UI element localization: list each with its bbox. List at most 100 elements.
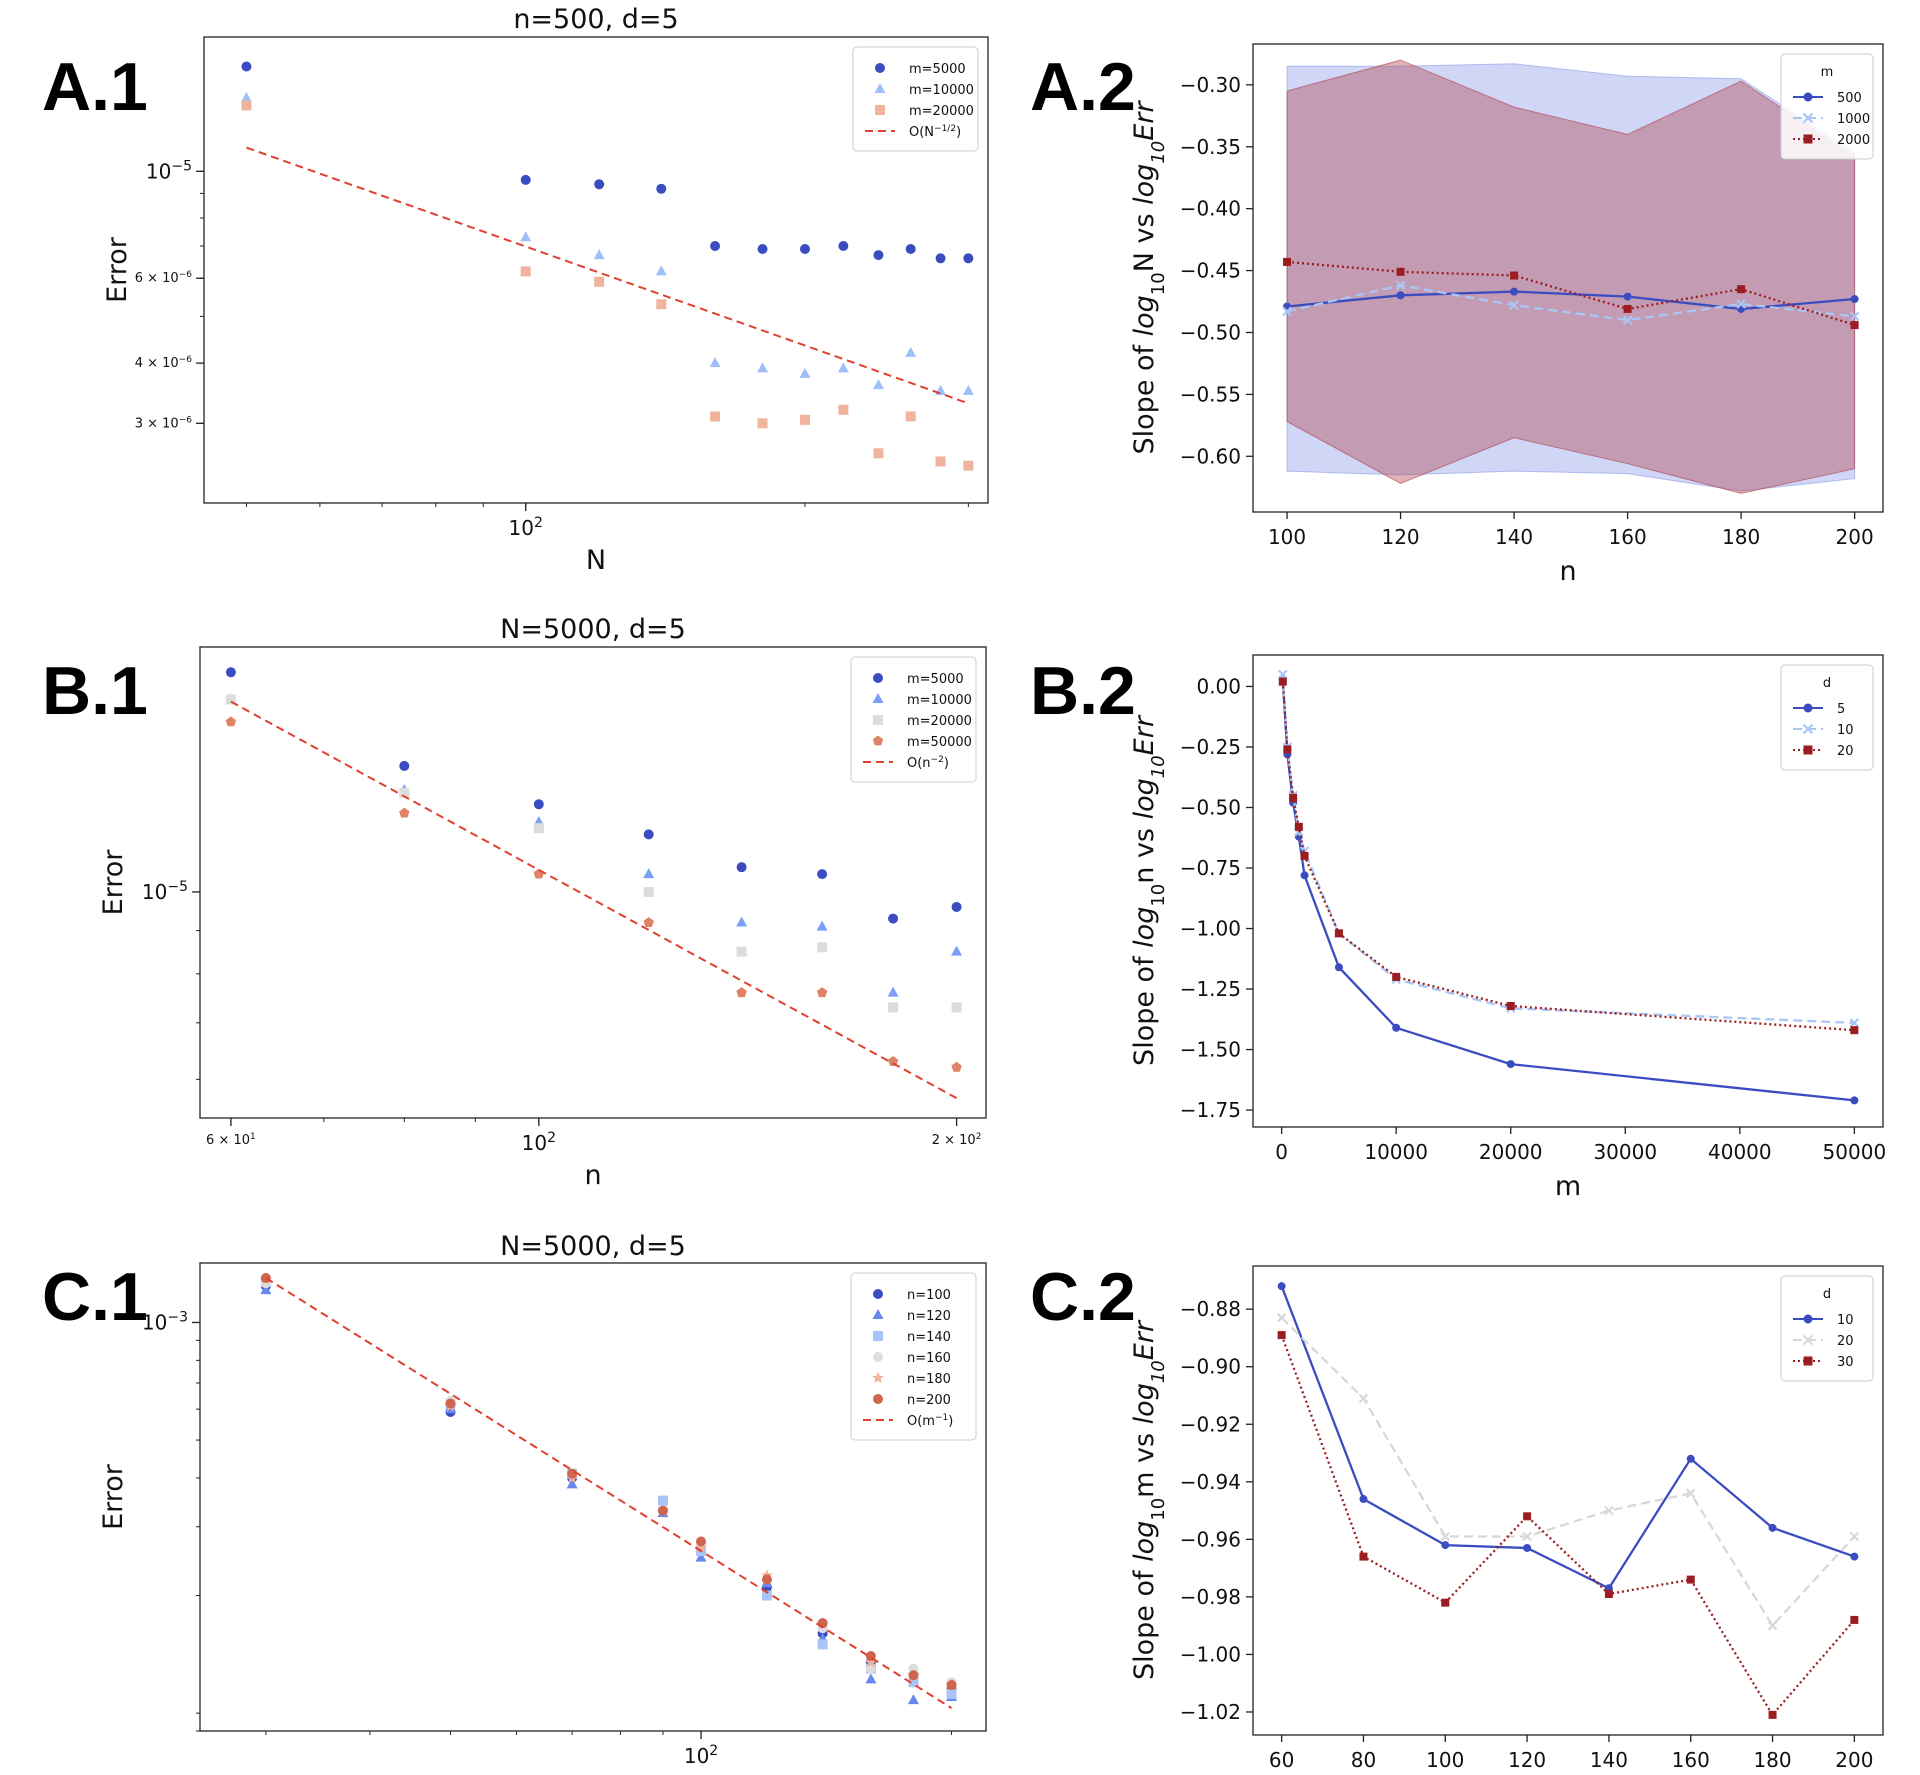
legend-label: O(N−1/2) bbox=[909, 124, 961, 140]
x-tick-label: 0 bbox=[1275, 1140, 1288, 1164]
legend-label: 30 bbox=[1837, 1355, 1854, 1370]
y-tick-label: −0.40 bbox=[1180, 197, 1241, 221]
data-point bbox=[1278, 677, 1287, 686]
legend-box bbox=[1780, 664, 1874, 771]
chart-a1: n=500, d=5 102 10−5 6 × 10−6 4 × 10−6 3 × 10−… bbox=[102, 4, 989, 576]
axes-frame bbox=[199, 1262, 987, 1732]
legend-label: 10 bbox=[1837, 723, 1854, 738]
data-point bbox=[1506, 1060, 1515, 1069]
x-tick-label: 160 bbox=[1609, 525, 1647, 549]
data-point bbox=[951, 945, 963, 956]
data-point bbox=[1358, 1393, 1369, 1404]
x-tick-label: 60 bbox=[1269, 1748, 1294, 1772]
data-point bbox=[520, 174, 531, 185]
series-10 bbox=[1277, 1282, 1859, 1593]
series-m=20000 bbox=[225, 694, 962, 1013]
data-point bbox=[1509, 300, 1519, 311]
data-point bbox=[1396, 291, 1405, 300]
data-point bbox=[1850, 1096, 1859, 1105]
legend-label: 5 bbox=[1837, 702, 1845, 717]
legend-entry: n=100 bbox=[873, 1288, 951, 1303]
legend-entry: 30 bbox=[1793, 1355, 1854, 1370]
data-point bbox=[908, 1677, 919, 1688]
data-point bbox=[520, 231, 532, 242]
legend-marker bbox=[872, 693, 884, 703]
legend-box bbox=[1780, 53, 1874, 160]
y-axis-label: Error bbox=[98, 1463, 129, 1530]
x-tick-label: 102 bbox=[522, 1130, 556, 1155]
y-tick-label: −1.50 bbox=[1180, 1038, 1241, 1062]
data-point bbox=[1850, 1615, 1859, 1624]
y-tick-label: −0.75 bbox=[1180, 856, 1241, 880]
data-point bbox=[567, 1468, 578, 1479]
data-point bbox=[643, 886, 654, 897]
data-point bbox=[225, 716, 237, 727]
y-tick-label: −0.92 bbox=[1180, 1412, 1241, 1436]
series-2000 bbox=[1283, 257, 1859, 330]
legend-marker bbox=[873, 1289, 883, 1299]
y-tick-label: −0.90 bbox=[1180, 1355, 1241, 1379]
legend-marker bbox=[1803, 134, 1813, 144]
legend-label: n=100 bbox=[907, 1288, 951, 1303]
legend-title: d bbox=[1823, 676, 1831, 691]
legend-marker bbox=[873, 673, 883, 683]
data-point bbox=[1392, 972, 1401, 981]
data-point bbox=[1523, 1543, 1532, 1552]
legend-label: m=10000 bbox=[907, 693, 972, 708]
data-point bbox=[951, 1002, 962, 1013]
y-axis-label: Error bbox=[98, 849, 129, 916]
legend-label: 500 bbox=[1837, 91, 1862, 106]
legend-entry: m=50000 bbox=[872, 735, 972, 750]
data-point bbox=[736, 946, 747, 957]
legend: m=5000 m=10000 m=20000 O(N−1/2) bbox=[852, 46, 979, 152]
data-point bbox=[908, 1670, 919, 1681]
axes-frame bbox=[1252, 1265, 1884, 1736]
legend-label: m=50000 bbox=[907, 735, 972, 750]
data-point bbox=[710, 411, 721, 422]
legend-box bbox=[850, 656, 977, 783]
data-point bbox=[817, 1639, 828, 1650]
legend-marker bbox=[1803, 745, 1813, 755]
x-tick-label: 40000 bbox=[1708, 1140, 1772, 1164]
legend-entry: O(N−1/2) bbox=[865, 124, 961, 140]
legend-entry: 2000 bbox=[1793, 133, 1870, 148]
legend-entry: m=20000 bbox=[875, 104, 974, 119]
series-m=5000 bbox=[225, 667, 962, 924]
series-line bbox=[1281, 679, 1855, 1102]
legend-marker bbox=[1803, 1314, 1813, 1324]
series-1000 bbox=[1282, 280, 1860, 325]
chart-c2: 60 80 100 120 140 160 180 200 −0.88 −0.90 −0.92 −0.… bbox=[1129, 1265, 1884, 1772]
data-point bbox=[240, 91, 252, 102]
legend: n=100 n=120 n=140 n=160 n=180 n=200 O(m−1) bbox=[850, 1272, 977, 1441]
legend-label: O(m−1) bbox=[907, 1413, 953, 1429]
data-point bbox=[1359, 1552, 1368, 1561]
y-tick-label: −0.50 bbox=[1180, 320, 1241, 344]
data-point bbox=[1767, 1620, 1778, 1631]
legend-entry: 10 bbox=[1793, 723, 1854, 738]
x-tick-label: 120 bbox=[1508, 1748, 1546, 1772]
panel-label-a2: A.2 bbox=[1030, 49, 1136, 125]
series-line bbox=[1280, 1316, 1856, 1628]
data-point bbox=[799, 367, 811, 378]
panel-label-b1: B.1 bbox=[42, 653, 148, 729]
data-point bbox=[1850, 321, 1859, 330]
chart-title: n=500, d=5 bbox=[513, 4, 678, 35]
legend-marker bbox=[1803, 92, 1813, 102]
legend-entry: O(n−2) bbox=[863, 755, 949, 771]
series-m=5000 bbox=[241, 61, 974, 264]
data-point bbox=[656, 183, 667, 194]
series-line bbox=[1280, 1285, 1855, 1590]
x-tick-label: 100 bbox=[1426, 1748, 1464, 1772]
data-point bbox=[241, 100, 252, 111]
data-point bbox=[888, 913, 899, 924]
legend-marker bbox=[1802, 723, 1814, 735]
series-line bbox=[1286, 290, 1855, 311]
x-tick-label: 100 bbox=[1268, 525, 1306, 549]
data-point bbox=[399, 807, 410, 818]
legend-entry: 5 bbox=[1793, 702, 1845, 717]
y-tick-label: −0.96 bbox=[1180, 1527, 1241, 1551]
x-tick-label: 180 bbox=[1722, 525, 1760, 549]
data-point bbox=[761, 1574, 772, 1585]
data-point bbox=[865, 1673, 877, 1684]
data-point bbox=[445, 1398, 456, 1409]
